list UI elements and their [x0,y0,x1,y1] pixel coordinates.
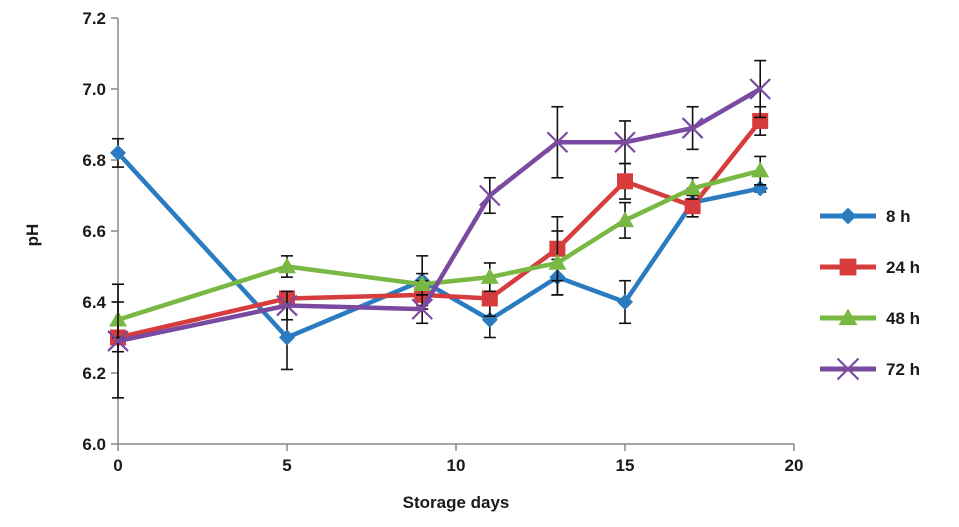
marker-x-stroke [546,131,569,154]
marker-square [839,258,857,276]
y-tick-label: 7.0 [82,80,106,99]
marker-x [411,298,433,320]
marker-triangle [616,211,634,228]
legend-item: 72 h [820,357,920,381]
marker-triangle [838,308,858,326]
x-tick-label: 15 [616,456,635,475]
marker-x [276,294,298,317]
marker-x-stroke [479,184,501,207]
marker-x-stroke [614,131,636,154]
marker-x [479,184,501,207]
x-ticks: 0 5 10 15 20 [113,444,803,475]
marker-x [546,131,569,154]
marker-triangle [751,161,770,178]
marker-x-stroke [836,357,860,381]
marker-x-stroke [411,298,433,320]
x-tick-label: 0 [113,456,122,475]
legend-item: 24 h [820,258,920,277]
marker-diamond [110,144,126,161]
marker-x [836,357,860,381]
axes: 6.0 6.2 6.4 6.6 6.8 7.0 7.2 0 5 10 15 20 [82,9,803,475]
y-axis-title: pH [23,224,42,247]
x-tick-label: 20 [785,456,804,475]
y-tick-label: 7.2 [82,9,106,28]
marker-x-stroke [276,294,298,317]
series-line [116,151,761,340]
marker-triangle [480,268,499,284]
marker-x [614,131,636,154]
plot-area [107,59,771,399]
marker-diamond [839,207,857,225]
y-tick-label: 6.4 [82,293,106,312]
x-tick-label: 5 [282,456,291,475]
legend-label: 48 h [886,309,920,328]
marker-x-stroke [107,330,129,352]
y-ticks: 6.0 6.2 6.4 6.6 6.8 7.0 7.2 [82,9,118,454]
series-line [117,119,762,340]
y-tick-label: 6.2 [82,364,106,383]
marker-diamond [279,329,295,346]
series-line [117,168,761,322]
y-tick-label: 6.6 [82,222,106,241]
y-tick-label: 6.8 [82,151,106,170]
marker-diamond [617,294,633,310]
marker-x [749,78,771,100]
marker-x-stroke [749,78,771,100]
marker-x [681,117,704,139]
series-48-h [109,155,770,339]
legend-label: 72 h [886,360,920,379]
series-24-h [110,105,769,353]
marker-x [107,330,129,352]
marker-triangle [413,275,432,291]
marker-x-stroke [681,117,704,139]
legend-item: 8 h [820,207,911,226]
legend-label: 24 h [886,258,920,277]
legend: 8 h 24 h 48 h 72 h [820,207,920,381]
series-line [117,87,762,344]
marker-triangle [548,253,567,270]
marker-square [481,290,498,307]
x-tick-label: 10 [447,456,466,475]
marker-triangle [278,257,296,274]
series-72-h [107,59,771,399]
series-8-h [110,137,769,371]
legend-label: 8 h [886,207,911,226]
marker-square [684,198,701,215]
x-axis-title: Storage days [403,493,510,512]
marker-triangle [683,179,702,196]
legend-item: 48 h [820,308,920,328]
marker-square [617,173,633,190]
y-tick-label: 6.0 [82,435,106,454]
